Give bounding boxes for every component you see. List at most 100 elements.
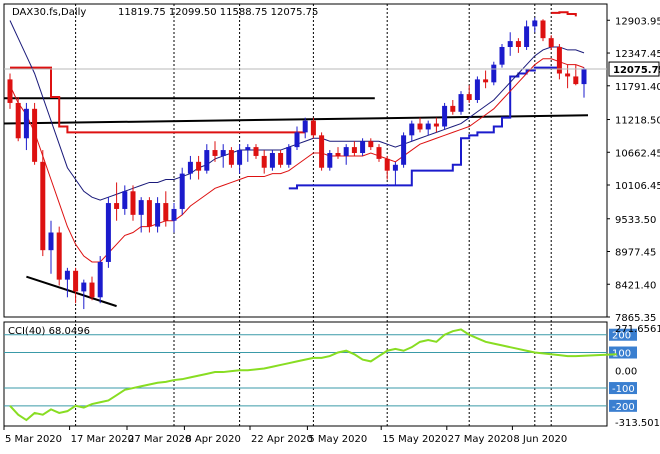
candle-body [171,208,177,221]
candle[interactable] [105,197,111,268]
candle[interactable] [56,226,62,286]
candle-body [48,232,54,251]
candle[interactable] [515,38,521,53]
candle[interactable] [253,144,259,159]
candle[interactable] [245,144,251,162]
current-price-box [608,61,660,77]
candle-body [245,147,251,151]
candle[interactable] [483,70,489,89]
price-channels [10,11,577,190]
price-tick-label: 12903.95 [615,16,660,27]
candle[interactable] [302,117,308,139]
cci-max-label: 271.6561 [615,324,660,335]
candle[interactable] [392,161,398,186]
candle-body [425,123,431,130]
candle[interactable] [499,44,505,68]
candle[interactable] [409,120,415,142]
candle[interactable] [40,150,46,257]
candle-body [401,135,407,165]
candle[interactable] [146,197,152,233]
candle[interactable] [278,150,284,168]
candle-body [368,141,374,148]
candle[interactable] [187,155,193,180]
candle[interactable] [474,76,480,103]
candle[interactable] [442,102,448,130]
candle[interactable] [212,141,218,162]
candle[interactable] [179,167,185,215]
candle-body [327,153,333,168]
candle[interactable] [310,117,316,139]
candle[interactable] [532,17,538,33]
candle-body [187,161,193,174]
candle[interactable] [294,126,300,151]
candle[interactable] [64,267,70,298]
candle[interactable] [155,197,161,233]
candle[interactable] [163,191,169,227]
candle[interactable] [524,20,530,50]
candle[interactable] [458,91,464,115]
channel-upper-recent-line [551,11,577,17]
candle[interactable] [114,182,120,221]
candle[interactable] [343,144,349,165]
candle[interactable] [261,150,267,174]
candle[interactable] [581,67,587,98]
candle[interactable] [15,97,21,142]
candle[interactable] [171,203,177,233]
candle-body [220,150,226,156]
candle-body [319,135,325,168]
candle-body [474,79,480,100]
candle[interactable] [81,279,87,310]
candle[interactable] [269,150,275,171]
candle[interactable] [417,117,423,133]
cci-line [9,328,617,422]
candle[interactable] [319,132,325,171]
candle[interactable] [401,132,407,168]
candle[interactable] [122,185,128,215]
candle[interactable] [32,102,38,165]
candle[interactable] [384,155,390,180]
cci-level-box [609,346,637,359]
candle[interactable] [507,32,513,56]
candle[interactable] [433,117,439,133]
time-tick-label: 27 May 2020 [448,434,513,445]
candle[interactable] [7,73,13,109]
candle[interactable] [220,144,226,168]
time-tick-label: 8 Jun 2020 [513,434,567,445]
candle[interactable] [97,256,103,304]
candle[interactable] [556,44,562,80]
candle[interactable] [23,102,29,151]
candle[interactable] [89,276,95,301]
candle[interactable] [196,155,202,180]
candle[interactable] [376,144,382,162]
candle[interactable] [73,267,79,304]
candle[interactable] [466,85,472,103]
candle-body [138,200,144,215]
candle[interactable] [360,138,366,156]
candle[interactable] [204,144,210,174]
candle[interactable] [573,64,579,86]
candle[interactable] [335,147,341,159]
candle[interactable] [228,147,234,168]
candle[interactable] [491,61,497,86]
candle[interactable] [286,144,292,168]
candle-body [417,123,423,130]
candle[interactable] [548,35,554,50]
candle[interactable] [368,138,374,151]
candle[interactable] [138,197,144,233]
candle[interactable] [237,144,243,174]
candle[interactable] [450,99,456,115]
candle-body [335,153,341,156]
candle-body [269,153,275,168]
candle[interactable] [425,120,431,136]
candle[interactable] [48,220,54,274]
cci-level-box [609,328,637,341]
price-tick-label: 8977.45 [615,248,656,259]
candle[interactable] [130,185,136,221]
candlesticks[interactable] [7,17,587,310]
candle[interactable] [540,19,546,42]
candle[interactable] [351,141,357,156]
candle[interactable] [327,150,333,171]
candle-body [97,261,103,298]
